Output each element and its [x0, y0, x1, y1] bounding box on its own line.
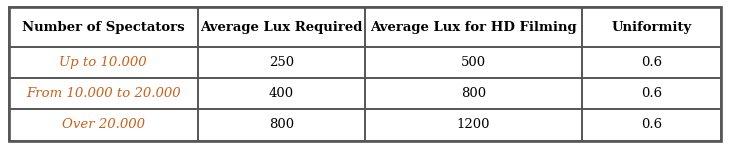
Bar — [365, 109, 583, 141]
Text: 0.6: 0.6 — [641, 87, 662, 100]
Bar — [583, 47, 721, 78]
Bar — [583, 109, 721, 141]
Bar — [365, 47, 583, 78]
Text: 0.6: 0.6 — [641, 118, 662, 131]
Text: Uniformity: Uniformity — [612, 21, 692, 34]
Text: 250: 250 — [269, 56, 294, 69]
Bar — [198, 109, 365, 141]
Bar — [9, 7, 721, 141]
Bar — [583, 47, 721, 78]
Bar — [9, 7, 198, 47]
Bar — [365, 7, 583, 47]
Text: Up to 10.000: Up to 10.000 — [59, 56, 147, 69]
Bar — [365, 109, 583, 141]
Bar — [198, 78, 365, 109]
Bar — [9, 78, 198, 109]
Text: 400: 400 — [269, 87, 294, 100]
Bar — [198, 78, 365, 109]
Bar — [9, 78, 198, 109]
Text: 500: 500 — [461, 56, 486, 69]
Bar — [198, 7, 365, 47]
Text: 1200: 1200 — [457, 118, 491, 131]
Text: 0.6: 0.6 — [641, 56, 662, 69]
Bar — [9, 109, 198, 141]
Bar — [583, 109, 721, 141]
Bar — [365, 78, 583, 109]
Text: Average Lux for HD Filming: Average Lux for HD Filming — [370, 21, 577, 34]
Bar — [365, 47, 583, 78]
Text: 800: 800 — [461, 87, 486, 100]
Bar — [583, 7, 721, 47]
Bar — [583, 7, 721, 47]
Text: 800: 800 — [269, 118, 294, 131]
Bar — [198, 47, 365, 78]
Bar — [365, 78, 583, 109]
Bar — [198, 47, 365, 78]
Text: From 10.000 to 20.000: From 10.000 to 20.000 — [26, 87, 180, 100]
Text: Average Lux Required: Average Lux Required — [200, 21, 363, 34]
Bar — [9, 7, 198, 47]
Bar — [9, 47, 198, 78]
Bar — [583, 78, 721, 109]
Bar — [9, 47, 198, 78]
Bar — [9, 109, 198, 141]
Bar — [198, 7, 365, 47]
Bar — [583, 78, 721, 109]
Text: Over 20.000: Over 20.000 — [61, 118, 145, 131]
Text: Number of Spectators: Number of Spectators — [22, 21, 185, 34]
Bar — [198, 109, 365, 141]
Bar — [365, 7, 583, 47]
